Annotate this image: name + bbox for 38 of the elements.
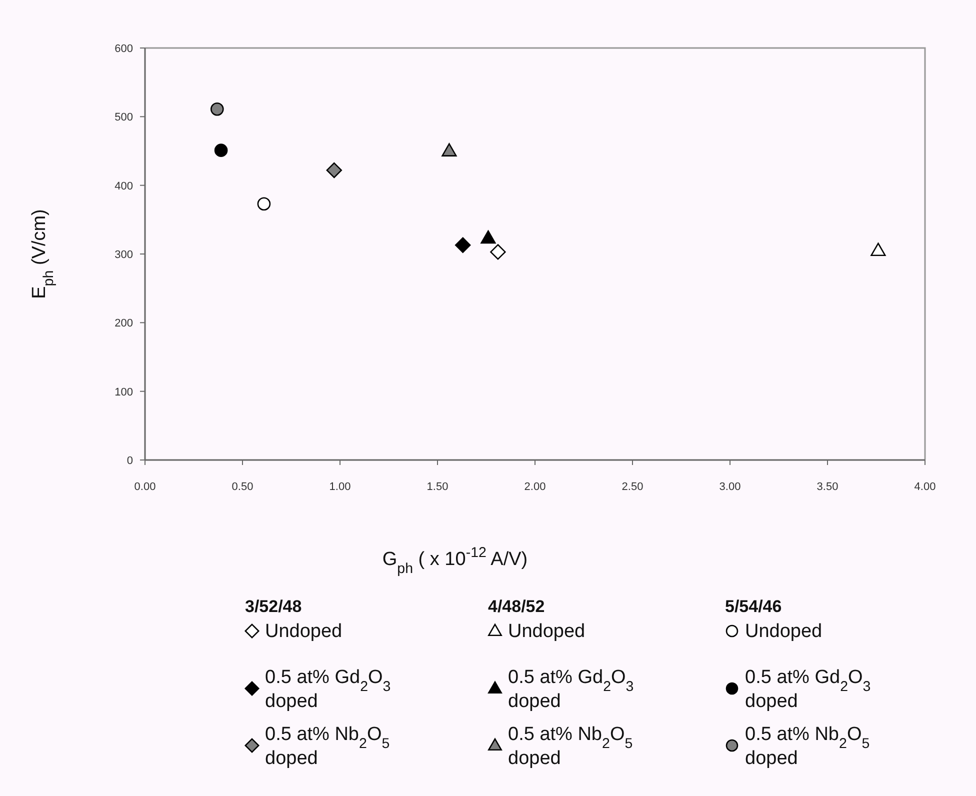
- x-tick-label: 3.50: [816, 481, 838, 493]
- point: [480, 230, 496, 244]
- x-tick-label: 1.00: [329, 481, 351, 493]
- x-axis-title: G$_{ph}$ ( x 10$^{-12}$ A/V): [382, 545, 528, 577]
- text: 5/54/46: [725, 597, 782, 616]
- point: [210, 102, 224, 116]
- text: 0.5 at% Nb$_{2}$O$_{5}$ doped: [745, 724, 870, 769]
- x-tick-label: 2.50: [622, 481, 644, 493]
- text: 0.5 at% Nb$_{2}$O$_{5}$ doped: [508, 724, 633, 769]
- point: [257, 197, 271, 211]
- legend-label: Undoped: [265, 621, 342, 642]
- legend-label: Undoped: [745, 621, 822, 642]
- point: [455, 237, 471, 253]
- text: 0.5 at% Gd$_{2}$O$_{3}$ doped: [745, 667, 871, 712]
- legend-label: Undoped: [508, 621, 586, 642]
- point: [326, 162, 342, 178]
- y-tick-label: 400: [114, 180, 133, 192]
- y-tick-label: 300: [114, 249, 133, 261]
- x-tick-label: 0.00: [134, 481, 156, 493]
- point: [214, 144, 228, 157]
- y-tick-label: 200: [114, 318, 133, 330]
- x-tick-label: 2.00: [524, 481, 546, 493]
- text: 4/48/52: [488, 597, 545, 616]
- text: 0.5 at% Gd$_{2}$O$_{3}$ doped: [508, 667, 634, 712]
- text: 3/52/48: [245, 597, 302, 616]
- text: 0.5 at% Nb$_{2}$O$_{5}$ doped: [265, 724, 390, 769]
- point: [442, 143, 457, 156]
- x-tick-label: 3.00: [719, 481, 741, 493]
- point: [490, 244, 506, 260]
- text: 0.5 at% Gd$_{2}$O$_{3}$ doped: [265, 667, 391, 712]
- y-tick-label: 600: [114, 43, 133, 55]
- point: [870, 242, 886, 256]
- x-tick-label: 1.50: [426, 481, 448, 493]
- y-tick-label: 0: [126, 455, 133, 467]
- y-tick-label: 100: [114, 386, 133, 398]
- y-tick-label: 500: [114, 112, 133, 124]
- x-tick-label: 0.50: [232, 481, 254, 493]
- x-tick-label: 4.00: [914, 481, 936, 493]
